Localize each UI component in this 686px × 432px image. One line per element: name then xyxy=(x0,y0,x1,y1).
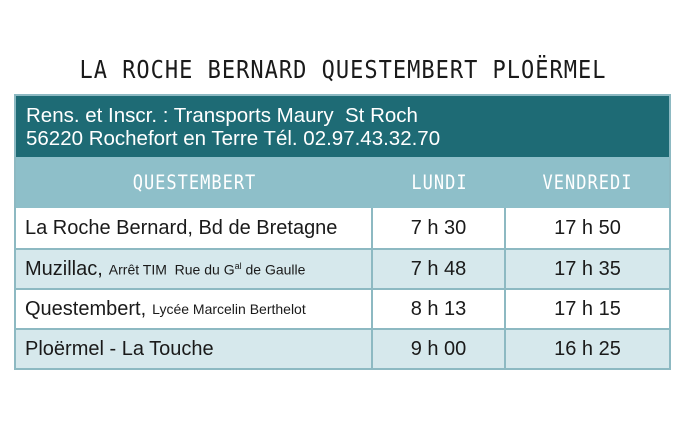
stop-place: Ploërmel - La Touche xyxy=(25,337,214,360)
friday-time: 17 h 50 xyxy=(554,216,621,239)
stop-detail-pre: Arrêt TIM Rue du G xyxy=(108,261,235,278)
friday-time: 17 h 35 xyxy=(554,257,621,280)
stop-name: Muzillac, Arrêt TIM Rue du Gal de Gaulle xyxy=(16,250,373,288)
stop-name: Questembert, Lycée Marcelin Berthelot xyxy=(16,290,373,328)
table-row: Muzillac, Arrêt TIM Rue du Gal de Gaulle… xyxy=(16,248,669,288)
info-line-1: Rens. et Inscr. : Transports Maury St Ro… xyxy=(26,104,418,127)
header-friday: VENDREDI xyxy=(542,171,633,194)
friday-time: 16 h 25 xyxy=(554,337,621,360)
stop-place: Muzillac, xyxy=(25,257,103,280)
table-row: Ploërmel - La Touche 9 h 00 16 h 25 xyxy=(16,328,669,368)
header-monday: LUNDI xyxy=(411,171,468,194)
page-title: LA ROCHE BERNARD QUESTEMBERT PLOËRMEL xyxy=(79,56,607,85)
info-line-2: 56220 Rochefort en Terre Tél. 02.97.43.3… xyxy=(26,127,441,150)
stop-place: Questembert, xyxy=(25,297,147,320)
info-box: Rens. et Inscr. : Transports Maury St Ro… xyxy=(16,96,669,157)
header-origin: QUESTEMBERT xyxy=(132,171,257,194)
stop-detail-sup: al xyxy=(234,260,242,271)
monday-time: 7 h 30 xyxy=(373,208,506,248)
stop-place: La Roche Bernard, Bd de Bretagne xyxy=(25,216,338,239)
table-row: La Roche Bernard, Bd de Bretagne 7 h 30 … xyxy=(16,208,669,248)
monday-time: 7 h 48 xyxy=(373,250,506,288)
friday-time: 17 h 15 xyxy=(554,297,621,320)
stop-name: Ploërmel - La Touche xyxy=(16,330,373,368)
header-row: QUESTEMBERT LUNDI VENDREDI xyxy=(16,157,669,208)
monday-time: 8 h 13 xyxy=(373,290,506,328)
stop-detail: Lycée Marcelin Berthelot xyxy=(152,301,306,317)
stop-name: La Roche Bernard, Bd de Bretagne xyxy=(16,208,373,248)
timetable: Rens. et Inscr. : Transports Maury St Ro… xyxy=(14,94,671,370)
table-row: Questembert, Lycée Marcelin Berthelot 8 … xyxy=(16,288,669,328)
monday-time: 9 h 00 xyxy=(373,330,506,368)
stop-detail-post: de Gaulle xyxy=(241,261,306,278)
stop-detail: Arrêt TIM Rue du Gal de Gaulle xyxy=(109,261,306,278)
